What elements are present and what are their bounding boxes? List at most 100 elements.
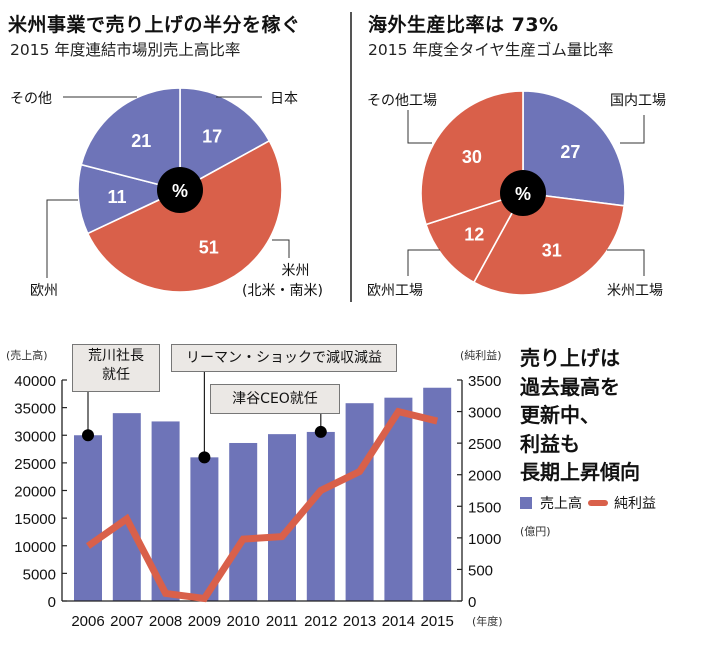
annotation-lehman: リーマン・ショックで減収減益 [171,344,397,372]
sales-bar-2007 [112,413,141,601]
pie1-label-japan: 日本 [270,91,298,107]
annotation-tsuya: 津谷CEO就任 [210,384,340,414]
x-tick-label-2013: 2013 [343,613,376,630]
pie1-slice-0 [179,87,271,192]
right-pie-subtitle: 2015 年度全タイヤ生産ゴム量比率 [368,41,614,59]
pie2-slice-value-0: 27 [560,142,580,162]
panel-divider [350,12,352,302]
pie2-label-europe-plants: 欧州工場 [367,283,423,299]
pie2-slice-2 [424,191,525,284]
annotation-arakawa-line1: 荒川社長 [88,348,144,364]
sales-bar-2015 [423,387,452,601]
pie1-slice-value-3: 21 [131,131,151,151]
annotation-marker-1 [198,451,211,464]
pie2-leader-line-1 [620,115,645,144]
x-tick-label-2010: 2010 [227,613,260,630]
legend-bar-swatch [520,497,532,509]
headline-line-4: 利益も [520,431,580,456]
pie2-leader-line-0 [407,110,432,144]
x-tick-label-2009: 2009 [188,613,221,630]
right-tick-label-3500: 3500 [468,373,501,390]
right-tick-label-1500: 1500 [468,499,501,516]
x-tick-label-2007: 2007 [110,613,143,630]
sales-bar-2009 [190,457,219,601]
headline-line-3: 更新中、 [520,403,600,427]
legend-line-swatch [588,500,608,506]
pie2-center-label: % [515,184,531,204]
pie1-slice-1 [86,139,283,293]
left-tick-label-20000: 20000 [14,484,56,501]
sales-bar-2006 [74,435,102,601]
left-axis-label: (売上高) [6,348,48,362]
pie2-slice-1 [472,192,626,296]
right-pie-title: 海外生産比率は 73% [368,14,559,36]
annotation-tsuya-text: 津谷CEO就任 [232,391,318,407]
pie1-label-other: その他 [10,91,52,107]
x-tick-label-2015: 2015 [421,613,454,630]
pie1-leader-line-2 [46,199,78,278]
pie1-label-americas-line1: 米州 [281,263,310,279]
headline-line-5: 長期上昇傾向 [520,460,640,484]
left-pie-subtitle: 2015 年度連結市場別売上高比率 [10,41,241,59]
x-tick-label-2011: 2011 [266,613,298,630]
pie1-center-label: % [172,181,188,201]
x-tick-label-2008: 2008 [149,613,182,630]
right-axis-label: (純利益) [460,348,502,362]
pie1-slice-value-1: 51 [199,237,219,257]
left-tick-label-15000: 15000 [14,511,56,528]
pie2-slice-value-1: 31 [542,240,562,260]
left-tick-label-35000: 35000 [14,401,56,418]
annotation-lehman-text: リーマン・ショックで減収減益 [186,350,382,366]
chart-headline: 売り上げは 過去最高を 更新中、 利益も 長期上昇傾向 [520,344,640,487]
pie1-slice-value-0: 17 [202,127,222,147]
pie1-label-americas: 米州 (北米・南米) [242,260,323,300]
sales-bar-2010 [229,442,258,601]
legend-line-label: 純利益 [614,496,656,512]
sales-bar-2012 [306,431,335,601]
right-tick-label-500: 500 [468,562,493,579]
pie2-slice-3 [420,90,524,226]
pie1-label-europe: 欧州 [30,283,58,299]
pie1-leader-line-3 [272,239,290,258]
right-tick-label-3000: 3000 [468,405,501,422]
pie2-center-hole [500,170,546,216]
left-tick-label-0: 0 [48,594,56,611]
pie2-slice-0 [522,90,626,207]
left-pie-title: 米州事業で売り上げの半分を稼ぐ [8,14,301,36]
annotation-arakawa: 荒川社長 就任 [72,344,160,392]
chart-legend: 売上高 純利益 [520,493,656,513]
headline-line-2: 過去最高を [520,374,620,399]
pie2-label-other-plants: その他工場 [367,93,437,109]
pie2-slice-value-3: 30 [462,147,482,167]
left-tick-label-30000: 30000 [14,428,56,445]
pie1-label-americas-line2: (北米・南米) [242,283,323,299]
right-tick-label-2000: 2000 [468,468,501,485]
pie1-slice-2 [77,163,183,235]
right-tick-label-0: 0 [468,594,476,611]
pie1-slice-value-2: 11 [108,187,127,207]
pie1-center-hole [157,167,203,213]
annotation-marker-2 [314,425,327,438]
left-tick-label-5000: 5000 [23,566,56,583]
pie2-slice-value-2: 12 [464,224,484,244]
pie1-slice-3 [80,87,181,192]
x-axis-label: (年度) [472,614,503,628]
x-tick-label-2006: 2006 [71,613,104,630]
pie-charts: 17 51 11 21% 27 31 12 30% [46,87,645,296]
sales-bar-2011 [268,434,296,601]
x-tick-label-2014: 2014 [382,613,415,630]
annotation-marker-0 [82,429,94,442]
pie2-label-domestic-plants: 国内工場 [610,93,666,109]
pie2-leader-line-3 [607,249,645,276]
left-tick-label-10000: 10000 [14,539,56,556]
left-tick-label-40000: 40000 [14,373,56,390]
left-tick-label-25000: 25000 [14,456,56,473]
right-tick-label-1000: 1000 [468,531,501,548]
annotation-arakawa-line2: 就任 [102,367,130,383]
right-tick-label-2500: 2500 [468,436,501,453]
headline-line-1: 売り上げは [520,346,620,370]
profit-line [85,407,439,603]
pie2-leader-line-2 [407,249,440,276]
sales-bar-2013 [345,403,374,601]
